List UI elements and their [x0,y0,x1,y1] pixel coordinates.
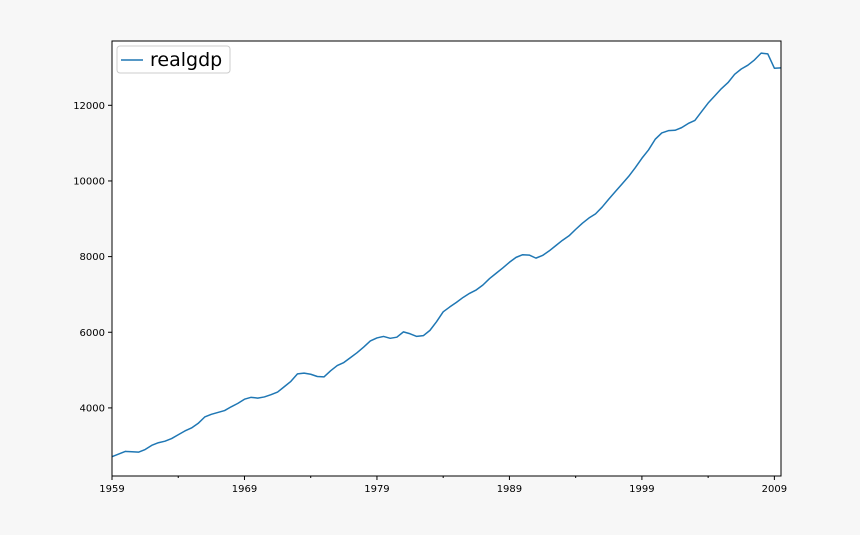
x-axis: 1959 1969 1979 1989 1999 2009 [99,476,787,495]
x-tick-label-2009: 2009 [762,484,787,495]
x-tick-label-1999: 1999 [629,484,654,495]
x-tick-label-1969: 1969 [232,484,257,495]
series-lines [111,52,782,458]
y-tick-label-8000: 8000 [80,252,105,263]
legend-label: realgdp [150,49,222,71]
x-tick-label-1979: 1979 [364,484,389,495]
plot-frame [111,40,782,477]
x-tick-label-1989: 1989 [497,484,522,495]
plot-area [112,41,781,476]
y-tick-label-10000: 10000 [73,176,105,187]
y-axis: 4000 6000 8000 10000 12000 [73,101,112,414]
y-tick-label-6000: 6000 [80,328,105,339]
legend-box [116,45,231,74]
y-tick-label-12000: 12000 [73,101,105,112]
y-tick-label-4000: 4000 [80,403,105,414]
x-tick-label-1959: 1959 [99,484,124,495]
series-line-realgdp [111,52,782,458]
legend: realgdp [116,45,231,74]
